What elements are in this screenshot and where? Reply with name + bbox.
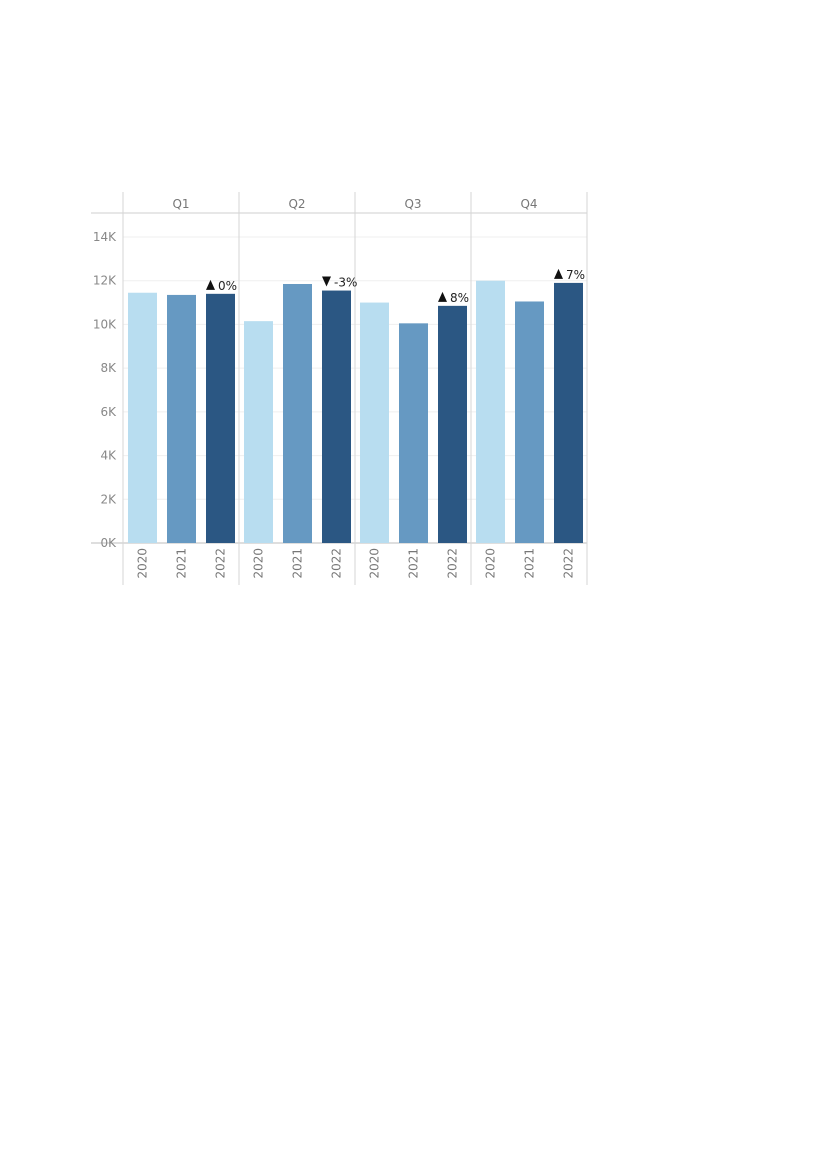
bar <box>399 323 428 543</box>
year-tick-label: 2022 <box>446 548 460 579</box>
year-tick-label: 2022 <box>562 548 576 579</box>
change-data-label: 8% <box>450 291 469 305</box>
year-tick-label: 2022 <box>330 548 344 579</box>
year-tick-label: 2021 <box>407 548 421 579</box>
up-triangle-icon <box>206 279 215 290</box>
down-triangle-icon <box>322 276 331 287</box>
year-tick-label: 2020 <box>252 548 266 579</box>
year-tick-label: 2022 <box>214 548 228 579</box>
bar <box>515 301 544 543</box>
bar <box>167 294 196 543</box>
bar <box>128 292 157 543</box>
quarter-label: Q1 <box>172 197 189 211</box>
year-tick-label: 2020 <box>136 548 150 579</box>
bar <box>476 280 505 543</box>
up-triangle-icon <box>438 291 447 302</box>
quarter-label: Q4 <box>520 197 537 211</box>
change-data-label: 7% <box>566 268 585 282</box>
y-tick-label: 0K <box>100 536 117 550</box>
bar <box>244 321 273 543</box>
y-tick-label: 10K <box>93 317 117 331</box>
y-tick-label: 6K <box>100 405 117 419</box>
quarter-label: Q3 <box>404 197 421 211</box>
year-tick-label: 2020 <box>368 548 382 579</box>
y-tick-label: 14K <box>93 230 117 244</box>
y-tick-label: 2K <box>100 492 117 506</box>
change-data-label: -3% <box>334 276 357 290</box>
y-tick-label: 4K <box>100 449 117 463</box>
year-tick-label: 2021 <box>291 548 305 579</box>
year-tick-label: 2021 <box>523 548 537 579</box>
y-tick-label: 12K <box>93 274 117 288</box>
bar <box>438 305 467 543</box>
y-tick-label: 8K <box>100 361 117 375</box>
bar <box>322 290 351 543</box>
year-tick-label: 2020 <box>484 548 498 579</box>
quarter-label: Q2 <box>288 197 305 211</box>
bar <box>283 283 312 543</box>
year-tick-label: 2021 <box>175 548 189 579</box>
bar <box>554 282 583 543</box>
bar <box>206 293 235 543</box>
change-data-label: 0% <box>218 279 237 293</box>
up-triangle-icon <box>554 268 563 279</box>
bar <box>360 302 389 543</box>
